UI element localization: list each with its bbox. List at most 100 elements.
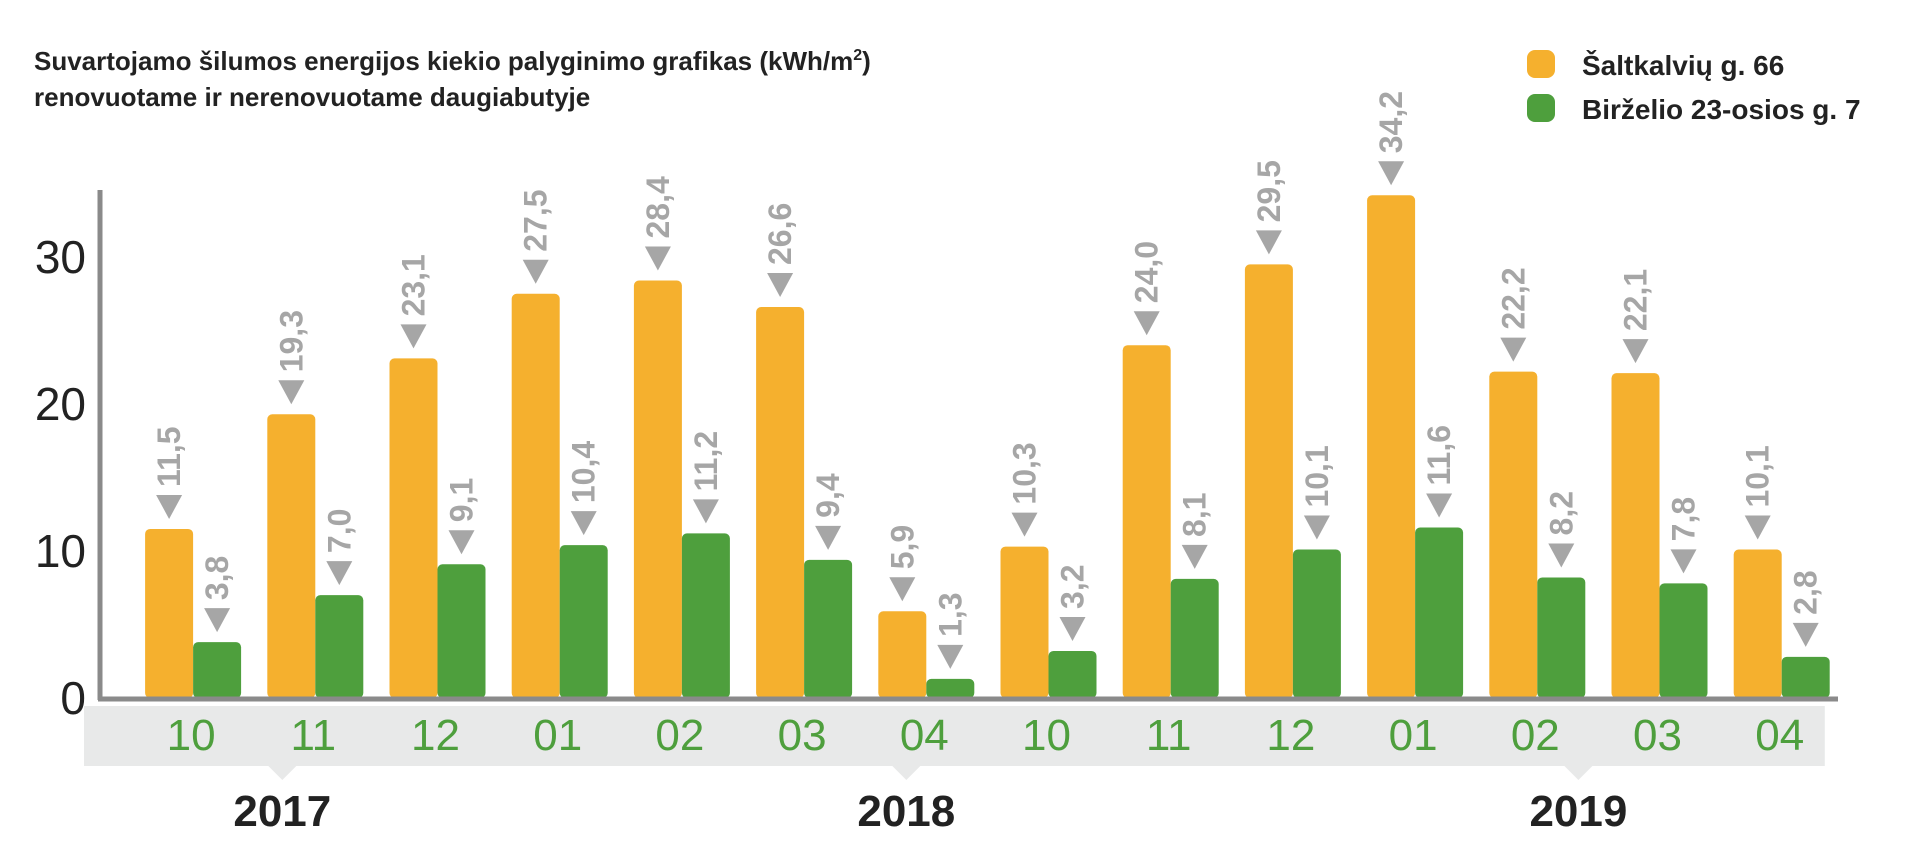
bar-s1-5 [804, 559, 853, 698]
year-label-2019: 2019 [1529, 787, 1627, 836]
value-marker-s0-1 [278, 380, 305, 405]
bar-s0-7 [1000, 546, 1049, 698]
value-marker-s0-3 [522, 259, 549, 284]
x-tick-10: 01 [1389, 711, 1438, 760]
y-tick-0: 0 [60, 672, 86, 724]
bar-s0-2 [389, 358, 438, 698]
value-label-s0-7: 10,3 [1007, 442, 1043, 504]
value-marker-s1-0 [204, 608, 231, 633]
value-label-s1-5: 9,4 [810, 473, 846, 518]
value-label-s0-8: 24,0 [1129, 241, 1165, 303]
x-tick-1: 11 [290, 711, 336, 760]
legend: Šaltkalvių g. 66 Birželio 23-osios g. 7 [1527, 49, 1861, 125]
year-label-2017: 2017 [233, 787, 331, 836]
legend-label-saltkalviu: Šaltkalvių g. 66 [1582, 49, 1784, 81]
value-marker-s1-8 [1181, 544, 1208, 569]
bar-s0-13 [1733, 549, 1782, 698]
bar-s0-4 [633, 280, 682, 698]
value-marker-s0-4 [644, 246, 671, 271]
value-marker-s1-3 [570, 511, 597, 536]
value-label-s1-2: 9,1 [444, 478, 480, 522]
value-label-s1-13: 2,8 [1788, 570, 1824, 614]
x-tick-5: 03 [778, 711, 827, 760]
bar-s1-2 [437, 564, 486, 698]
x-tick-8: 11 [1146, 711, 1192, 760]
value-marker-s1-2 [448, 530, 475, 555]
x-tick-7: 10 [1022, 711, 1071, 760]
value-marker-s1-13 [1792, 622, 1819, 647]
bar-s0-9 [1244, 264, 1293, 698]
value-marker-s0-9 [1255, 230, 1282, 255]
chart-title-line-2: renovuotame ir nerenovuotame daugiabutyj… [34, 82, 590, 112]
bar-s1-4 [681, 533, 730, 698]
category-band-2018 [476, 706, 1337, 780]
x-tick-3: 01 [533, 711, 582, 760]
bar-s0-0 [145, 528, 194, 698]
bar-s1-13 [1781, 656, 1830, 698]
legend-swatch-birzelio [1527, 94, 1555, 122]
value-label-s1-11: 8,2 [1543, 491, 1579, 535]
value-marker-s0-13 [1744, 515, 1771, 540]
value-marker-s1-7 [1059, 616, 1086, 641]
bar-s1-3 [559, 545, 608, 698]
bar-s1-1 [315, 595, 364, 698]
bar-s1-7 [1048, 650, 1097, 698]
value-marker-s0-2 [400, 324, 427, 349]
x-tick-2: 12 [411, 711, 460, 760]
value-label-s1-4: 11,2 [688, 431, 724, 492]
x-tick-13: 04 [1755, 711, 1804, 760]
chart-title: Suvartojamo šilumos energijos kiekio pal… [34, 46, 871, 112]
value-label-s1-3: 10,4 [566, 441, 602, 503]
bar-s0-12 [1611, 373, 1660, 698]
value-label-s0-2: 23,1 [396, 254, 432, 316]
value-marker-s0-10 [1378, 161, 1405, 186]
value-marker-s1-6 [937, 644, 964, 669]
value-label-s0-11: 22,2 [1495, 267, 1531, 329]
x-tick-0: 10 [167, 711, 216, 760]
value-label-s1-9: 10,1 [1299, 445, 1335, 507]
value-marker-s1-11 [1548, 543, 1575, 568]
bar-s0-1 [267, 414, 316, 698]
value-marker-s1-12 [1670, 549, 1697, 574]
value-label-s0-1: 19,3 [273, 310, 309, 372]
value-label-s0-3: 27,5 [518, 189, 554, 251]
y-tick-20: 20 [35, 378, 86, 430]
value-label-s0-6: 5,9 [884, 525, 920, 569]
bar-s1-11 [1537, 577, 1586, 698]
bar-s0-8 [1122, 345, 1171, 698]
x-tick-9: 12 [1266, 711, 1315, 760]
x-tick-12: 03 [1633, 711, 1682, 760]
value-marker-s0-6 [889, 577, 916, 602]
category-band-2017 [84, 706, 481, 780]
value-marker-s0-5 [767, 272, 794, 297]
value-label-s0-13: 10,1 [1740, 445, 1776, 507]
bar-s0-5 [756, 306, 805, 698]
value-label-s1-6: 1,3 [932, 592, 968, 636]
value-marker-s1-5 [815, 525, 842, 550]
value-label-s1-0: 3,8 [199, 556, 235, 600]
value-marker-s1-9 [1303, 515, 1330, 540]
bar-s0-6 [878, 611, 927, 698]
value-label-s1-12: 7,8 [1666, 497, 1702, 541]
legend-swatch-saltkalviu [1527, 50, 1555, 78]
value-label-s0-4: 28,4 [640, 176, 676, 238]
bar-s0-10 [1367, 195, 1416, 698]
x-tick-6: 04 [900, 711, 949, 760]
value-label-s0-12: 22,1 [1618, 269, 1654, 331]
value-marker-s0-11 [1500, 337, 1527, 362]
value-marker-s0-8 [1133, 311, 1160, 336]
bar-s1-12 [1659, 583, 1708, 698]
value-marker-s1-4 [692, 499, 719, 524]
value-marker-s0-0 [156, 494, 183, 519]
value-marker-s1-1 [326, 561, 353, 586]
category-band-2019 [1332, 706, 1825, 780]
chart-title-line-1: Suvartojamo šilumos energijos kiekio pal… [34, 46, 871, 76]
y-tick-10: 10 [35, 525, 86, 577]
value-marker-s1-10 [1426, 493, 1453, 518]
bar-s1-10 [1415, 527, 1464, 698]
bar-s0-3 [511, 293, 560, 698]
value-label-s0-5: 26,6 [762, 203, 798, 265]
value-label-s0-10: 34,2 [1373, 91, 1409, 153]
value-label-s1-10: 11,6 [1421, 425, 1457, 486]
